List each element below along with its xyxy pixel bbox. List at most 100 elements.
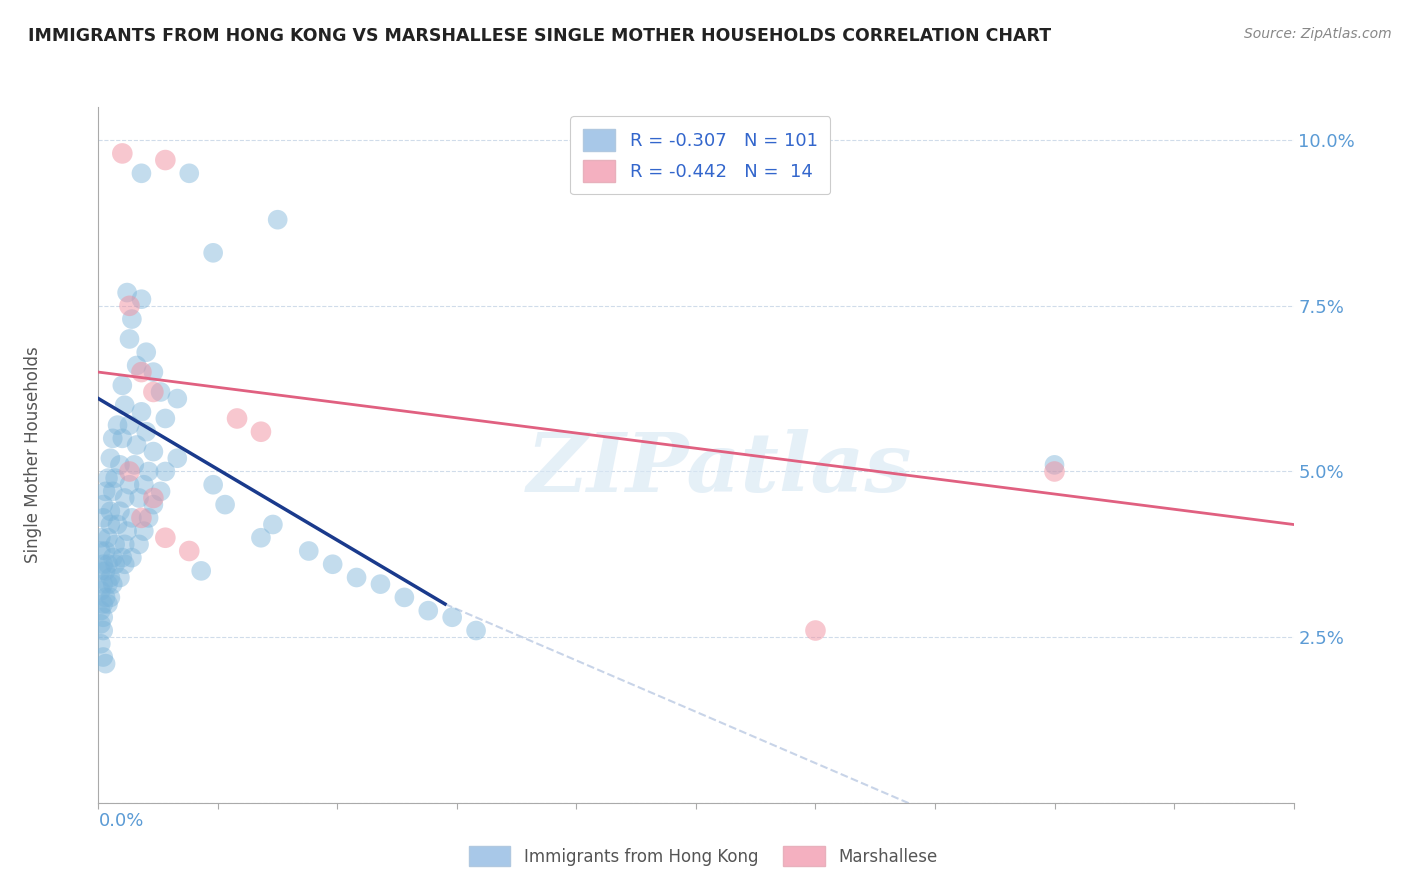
Point [91, 577, 114, 591]
Point [111, 550, 134, 565]
Point [131, 292, 153, 306]
Point [91, 597, 114, 611]
Point [250, 425, 273, 439]
Point [104, 537, 127, 551]
Point [94, 591, 117, 605]
Point [804, 624, 827, 638]
Point [226, 411, 249, 425]
Point [135, 345, 157, 359]
Point [91, 511, 114, 525]
Point [98, 504, 122, 518]
Text: Source: ZipAtlas.com: Source: ZipAtlas.com [1244, 27, 1392, 41]
Point [1043, 465, 1066, 479]
Point [118, 332, 141, 346]
Point [131, 365, 153, 379]
Point [250, 531, 273, 545]
Point [104, 558, 127, 572]
Point [149, 484, 172, 499]
Point [108, 458, 131, 472]
Point [1043, 458, 1066, 472]
Text: IMMIGRANTS FROM HONG KONG VS MARSHALLESE SINGLE MOTHER HOUSEHOLDS CORRELATION CH: IMMIGRANTS FROM HONG KONG VS MARSHALLESE… [28, 27, 1052, 45]
Point [118, 418, 141, 433]
Point [94, 484, 117, 499]
Point [90, 604, 112, 618]
Point [262, 517, 284, 532]
Point [125, 359, 148, 373]
Point [90, 531, 112, 545]
Point [124, 458, 146, 472]
Point [179, 544, 201, 558]
Point [131, 511, 153, 525]
Text: ZIPatlas: ZIPatlas [527, 429, 912, 508]
Point [108, 570, 131, 584]
Point [298, 544, 321, 558]
Point [98, 570, 122, 584]
Point [98, 517, 122, 532]
Point [128, 491, 150, 505]
Point [132, 524, 155, 538]
Point [394, 591, 416, 605]
Point [121, 511, 143, 525]
Point [91, 610, 114, 624]
Point [111, 431, 134, 445]
Point [101, 550, 124, 565]
Point [107, 418, 129, 433]
Point [441, 610, 464, 624]
Point [104, 471, 127, 485]
Point [90, 637, 112, 651]
Point [98, 591, 122, 605]
Point [346, 570, 368, 584]
Point [101, 484, 124, 499]
Point [128, 537, 150, 551]
Point [91, 624, 114, 638]
Text: Single Mother Households: Single Mother Households [24, 347, 42, 563]
Point [155, 153, 177, 167]
Point [190, 564, 212, 578]
Point [138, 511, 160, 525]
Point [114, 537, 136, 551]
Point [94, 544, 117, 558]
Point [465, 624, 488, 638]
Point [179, 166, 201, 180]
Point [111, 378, 134, 392]
Point [125, 438, 148, 452]
Point [142, 444, 165, 458]
Point [121, 312, 143, 326]
Point [91, 498, 114, 512]
Legend: R = -0.307   N = 101, R = -0.442   N =  14: R = -0.307 N = 101, R = -0.442 N = 14 [569, 116, 831, 194]
Point [267, 212, 290, 227]
Point [202, 245, 225, 260]
Point [90, 616, 112, 631]
Point [418, 604, 440, 618]
Point [91, 558, 114, 572]
Point [98, 451, 122, 466]
Point [149, 384, 172, 399]
Point [142, 384, 165, 399]
Point [166, 451, 188, 466]
Point [97, 531, 120, 545]
Point [370, 577, 392, 591]
Point [118, 299, 141, 313]
Point [90, 583, 112, 598]
Point [97, 597, 120, 611]
Point [107, 517, 129, 532]
Point [142, 498, 165, 512]
Point [97, 577, 120, 591]
Point [166, 392, 188, 406]
Point [138, 465, 160, 479]
Point [115, 524, 138, 538]
Text: 0.0%: 0.0% [98, 812, 143, 830]
Point [118, 465, 141, 479]
Point [108, 504, 131, 518]
Point [90, 544, 112, 558]
Point [90, 564, 112, 578]
Point [322, 558, 344, 572]
Point [91, 650, 114, 665]
Point [97, 471, 120, 485]
Point [135, 425, 157, 439]
Point [114, 398, 136, 412]
Point [101, 577, 124, 591]
Point [101, 431, 124, 445]
Point [132, 477, 155, 491]
Point [114, 558, 136, 572]
